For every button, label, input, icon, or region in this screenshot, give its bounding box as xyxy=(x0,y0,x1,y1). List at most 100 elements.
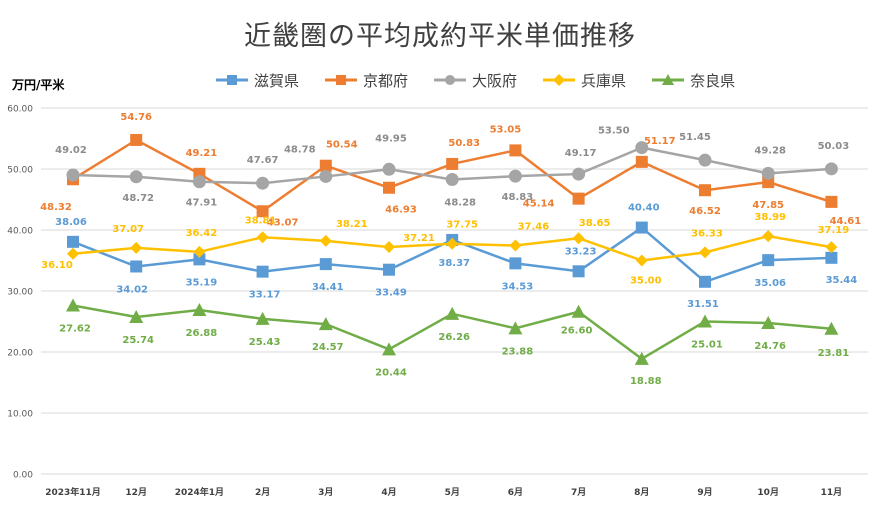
data-point-square xyxy=(635,221,648,234)
data-label: 51.45 xyxy=(679,132,711,143)
data-point-diamond xyxy=(699,246,711,259)
data-point-triangle xyxy=(761,315,776,329)
data-label: 33.49 xyxy=(375,288,407,299)
data-point-square xyxy=(509,257,522,270)
data-point-square xyxy=(446,157,459,170)
data-point-square xyxy=(256,205,269,218)
legend-item-hyogo: 兵庫県 xyxy=(543,70,626,91)
data-point-circle xyxy=(256,176,270,190)
x-tick-label: 4月 xyxy=(381,487,396,498)
data-label: 53.05 xyxy=(490,124,522,135)
data-label: 37.21 xyxy=(403,233,435,244)
data-point-diamond xyxy=(509,239,522,252)
data-point-diamond xyxy=(319,234,332,247)
data-point-square xyxy=(319,159,332,172)
x-tick-label: 7月 xyxy=(571,487,586,498)
data-label: 36.42 xyxy=(186,228,218,239)
legend-item-kyoto: 京都府 xyxy=(325,70,408,91)
x-tick-label: 10月 xyxy=(757,487,779,498)
data-point-diamond xyxy=(446,237,459,250)
data-label: 20.44 xyxy=(375,367,407,378)
data-label: 37.07 xyxy=(112,224,144,235)
data-point-circle xyxy=(761,166,775,180)
data-point-triangle xyxy=(571,304,586,318)
data-point-circle xyxy=(508,169,522,183)
data-point-square xyxy=(572,265,585,278)
data-point-circle xyxy=(319,169,333,183)
data-label: 34.53 xyxy=(502,281,534,292)
data-point-diamond xyxy=(67,247,79,260)
data-point-triangle xyxy=(445,306,460,320)
data-label: 34.02 xyxy=(116,284,148,295)
data-label: 24.57 xyxy=(312,342,344,353)
data-point-square xyxy=(383,181,395,194)
data-point-diamond xyxy=(193,245,206,258)
x-tick-label: 2024年1月 xyxy=(175,486,224,498)
data-point-square xyxy=(699,275,711,288)
data-label: 35.00 xyxy=(630,276,662,287)
data-label: 38.65 xyxy=(579,218,611,229)
legend-marker-square-icon xyxy=(216,75,248,85)
data-label: 33.17 xyxy=(249,290,281,301)
data-label: 25.01 xyxy=(691,339,723,350)
data-point-square xyxy=(825,251,838,264)
x-tick-label: 2023年11月 xyxy=(45,486,101,498)
data-label: 33.23 xyxy=(565,246,597,257)
data-point-triangle xyxy=(698,314,712,328)
data-label: 18.88 xyxy=(630,376,662,387)
data-label: 47.85 xyxy=(752,200,784,211)
data-point-square xyxy=(383,263,395,276)
data-point-circle xyxy=(698,153,712,167)
data-label: 35.44 xyxy=(826,275,858,286)
x-tick-label: 9月 xyxy=(697,487,712,498)
y-axis-unit-label: 万円/平米 xyxy=(12,78,65,92)
data-label: 36.10 xyxy=(41,260,73,271)
y-tick-label: 10.00 xyxy=(7,410,33,420)
data-point-diamond xyxy=(825,241,838,254)
data-point-triangle xyxy=(508,321,523,335)
data-point-square xyxy=(509,144,522,157)
data-point-triangle xyxy=(382,342,396,356)
data-label: 23.81 xyxy=(818,348,850,359)
data-label: 44.61 xyxy=(830,216,862,227)
data-point-triangle xyxy=(634,351,649,365)
data-label: 26.26 xyxy=(438,332,470,343)
data-label: 48.28 xyxy=(444,197,476,208)
legend-item-osaka: 大阪府 xyxy=(434,70,517,91)
data-label: 25.43 xyxy=(249,337,281,348)
data-label: 50.54 xyxy=(326,140,358,151)
data-label: 49.28 xyxy=(754,145,786,156)
data-label: 46.93 xyxy=(385,205,417,216)
x-tick-label: 2月 xyxy=(255,487,270,498)
legend-marker-diamond-icon xyxy=(543,74,576,86)
data-label: 37.75 xyxy=(446,220,478,231)
data-label: 38.06 xyxy=(55,217,87,228)
data-label: 24.76 xyxy=(754,341,786,352)
data-point-triangle xyxy=(318,317,333,331)
data-point-diamond xyxy=(383,241,395,254)
data-label: 37.46 xyxy=(518,221,550,232)
legend-marker-square-icon xyxy=(325,75,358,85)
y-tick-label: 30.00 xyxy=(7,288,33,298)
data-point-square xyxy=(825,195,838,208)
data-point-circle xyxy=(572,167,586,181)
data-label: 50.03 xyxy=(818,141,850,152)
data-point-square xyxy=(762,254,775,267)
x-tick-label: 5月 xyxy=(445,487,460,498)
y-tick-label: 0.00 xyxy=(13,471,33,481)
data-label: 26.60 xyxy=(561,326,593,337)
data-point-square xyxy=(319,258,332,271)
data-label: 26.88 xyxy=(186,328,218,339)
legend-label: 京都府 xyxy=(363,71,409,90)
data-label: 31.51 xyxy=(687,299,719,310)
data-label: 37.19 xyxy=(818,225,850,236)
data-label: 27.62 xyxy=(59,324,91,335)
data-point-circle xyxy=(382,162,396,176)
data-point-diamond xyxy=(130,241,143,254)
legend-label: 滋賀県 xyxy=(254,71,300,90)
data-point-circle xyxy=(824,162,838,176)
data-label: 49.95 xyxy=(375,133,407,144)
legend-marker-circle-icon xyxy=(434,75,467,85)
